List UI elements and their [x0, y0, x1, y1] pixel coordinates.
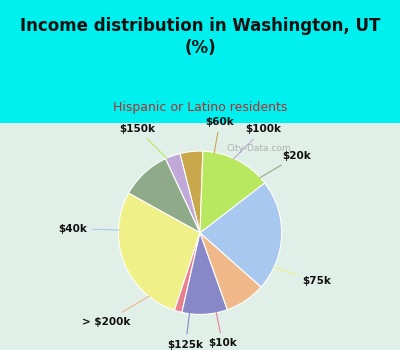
Wedge shape: [118, 193, 200, 310]
Text: $75k: $75k: [274, 267, 331, 286]
Text: Hispanic or Latino residents: Hispanic or Latino residents: [113, 101, 287, 114]
Wedge shape: [180, 151, 203, 233]
Wedge shape: [200, 183, 282, 287]
Text: $100k: $100k: [233, 125, 281, 159]
Wedge shape: [200, 151, 265, 233]
Text: $150k: $150k: [120, 124, 167, 159]
Text: > $200k: > $200k: [82, 296, 149, 327]
Wedge shape: [182, 233, 227, 314]
Text: Income distribution in Washington, UT
(%): Income distribution in Washington, UT (%…: [20, 17, 380, 57]
Text: $60k: $60k: [205, 117, 234, 153]
Text: City-Data.com: City-Data.com: [227, 145, 292, 153]
Wedge shape: [166, 154, 200, 233]
Text: $40k: $40k: [58, 224, 119, 234]
Text: $10k: $10k: [208, 312, 237, 348]
Wedge shape: [200, 233, 261, 310]
Text: $125k: $125k: [168, 313, 204, 350]
Wedge shape: [128, 159, 200, 233]
Wedge shape: [174, 233, 200, 313]
Text: $20k: $20k: [260, 151, 311, 178]
